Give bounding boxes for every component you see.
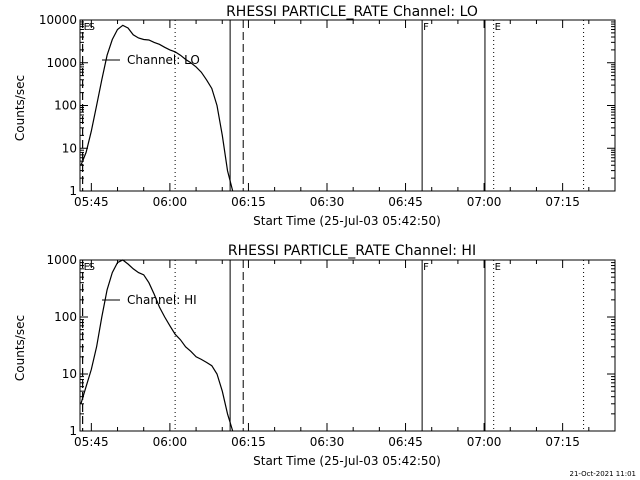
x-tick-label: 07:00 [467, 435, 502, 449]
flag-label: F [423, 262, 429, 273]
flag-label: E [84, 22, 90, 33]
x-axis-label: Start Time (25-Jul-03 05:42:50) [253, 214, 441, 228]
panel-hi: RHESSI PARTICLE_RATE Channel: HI Counts/… [13, 243, 616, 468]
plot-frame [79, 259, 616, 432]
x-tick-label: 06:45 [388, 195, 423, 209]
y-tick-label: 10 [62, 141, 77, 155]
flag-label: E [84, 262, 90, 273]
y-tick-label: 10 [62, 367, 77, 381]
x-tick-label: 06:30 [310, 195, 345, 209]
x-tick-label: 06:15 [231, 195, 266, 209]
flag-label: E [495, 22, 501, 33]
panel-lo: RHESSI PARTICLE_RATE Channel: LO Counts/… [13, 4, 616, 228]
x-tick-label: 06:15 [231, 435, 266, 449]
flag-label: S [89, 22, 95, 33]
chart-title: RHESSI PARTICLE_RATE Channel: LO [226, 4, 478, 20]
y-tick-label: 10000 [39, 13, 77, 27]
panel-lo-marks: 1 10 100 1000 10000 05:45 06:00 06:15 06:30 06:45… [39, 13, 616, 209]
x-tick-label: 05:45 [74, 435, 109, 449]
y-axis-label: Counts/sec [13, 75, 27, 141]
x-tick-label: 05:45 [74, 195, 109, 209]
y-tick-label: 1 [69, 184, 77, 198]
x-tick-label: 06:00 [153, 195, 188, 209]
x-axis-label: Start Time (25-Jul-03 05:42:50) [253, 454, 441, 468]
legend-label: Channel: LO [127, 53, 200, 67]
x-tick-label: 07:00 [467, 195, 502, 209]
footer-timestamp: 21-Oct-2021 11:01 [570, 470, 636, 478]
y-tick-label: 100 [54, 310, 77, 324]
x-tick-label: 07:15 [545, 195, 580, 209]
y-tick-label: 1 [69, 424, 77, 438]
y-tick-label: 1000 [46, 253, 77, 267]
y-axis-label: Counts/sec [13, 315, 27, 381]
x-tick-label: 07:15 [545, 435, 580, 449]
series-line [80, 24, 234, 192]
panel-hi-marks: 1 10 100 1000 05:45 06:00 06:15 06:30 06:45 07:00… [46, 253, 616, 449]
series-line [80, 259, 234, 432]
y-tick-label: 1000 [46, 56, 77, 70]
legend-label: Channel: HI [127, 293, 197, 307]
chart-title: RHESSI PARTICLE_RATE Channel: HI [228, 243, 476, 259]
x-tick-label: 06:00 [153, 435, 188, 449]
flag-label: S [89, 262, 95, 273]
flag-label: F [423, 22, 429, 33]
flag-label: E [495, 262, 501, 273]
x-tick-label: 06:30 [310, 435, 345, 449]
y-tick-label: 100 [54, 99, 77, 113]
x-tick-label: 06:45 [388, 435, 423, 449]
